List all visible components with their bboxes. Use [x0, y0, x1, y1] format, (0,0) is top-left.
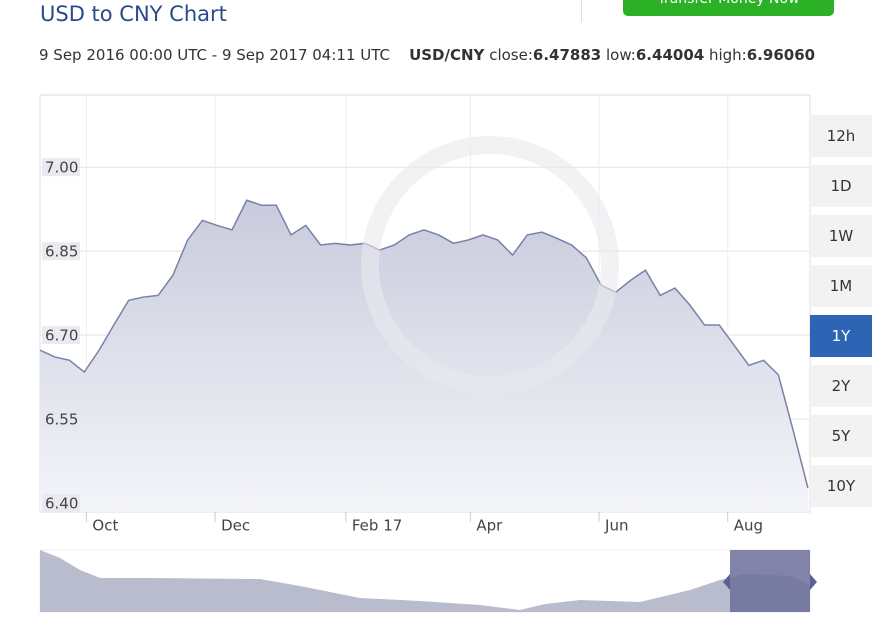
y-tick-bg [42, 326, 80, 345]
y-tick-bg [42, 158, 80, 177]
x-tick-label: Oct [92, 517, 118, 535]
range-button[interactable]: 10Y [810, 465, 872, 507]
y-tick-label: 7.00 [45, 159, 78, 177]
range-button[interactable]: 1Y [810, 315, 872, 357]
close: 6.47883 [532, 46, 602, 64]
range-button[interactable]: 1D [810, 165, 872, 207]
range-button[interactable]: 12h [810, 115, 872, 157]
close-label: close: [489, 46, 533, 64]
title: USD to CNY Chart [40, 2, 227, 26]
x-tick-label: Dec [221, 517, 250, 535]
x-tick-label: Aug [734, 517, 763, 535]
x-tick-label: Apr [476, 517, 503, 535]
y-tick-bg [42, 494, 80, 513]
low-label: low: [606, 46, 636, 64]
y-tick-label: 6.55 [45, 411, 78, 429]
high-label: high: [708, 46, 747, 64]
info-line: 9 Sep 2016 00:00 UTC - 9 Sep 2017 04:11 … [39, 46, 815, 64]
transfer-button[interactable]: Transfer Money Now [623, 0, 834, 16]
watermark [361, 136, 619, 394]
x-tick-label: Jun [604, 517, 628, 535]
range-button[interactable]: 2Y [810, 365, 872, 407]
y-tick-label: 6.40 [45, 495, 78, 513]
line [39, 199, 809, 489]
low: 6.44004 [635, 46, 705, 64]
pair: USD/CNY [409, 46, 485, 64]
separator [581, 0, 582, 22]
high: 6.96060 [746, 46, 816, 64]
x-tick-label: Feb 17 [352, 517, 402, 535]
y-tick-label: 6.70 [45, 327, 78, 345]
navigator-area [40, 550, 810, 612]
range-button[interactable]: 5Y [810, 415, 872, 457]
y-tick-bg [42, 242, 80, 261]
range-button[interactable]: 1W [810, 215, 872, 257]
range-button[interactable]: 1M [810, 265, 872, 307]
date-range: 9 Sep 2016 00:00 UTC - 9 Sep 2017 04:11 … [39, 46, 390, 64]
y-tick-label: 6.85 [45, 243, 78, 261]
y-tick-bg [42, 410, 80, 429]
navigator-window[interactable] [730, 550, 810, 612]
range-buttons: 12h 1D 1W 1M 1Y 2Y 5Y 10Y [810, 115, 872, 515]
